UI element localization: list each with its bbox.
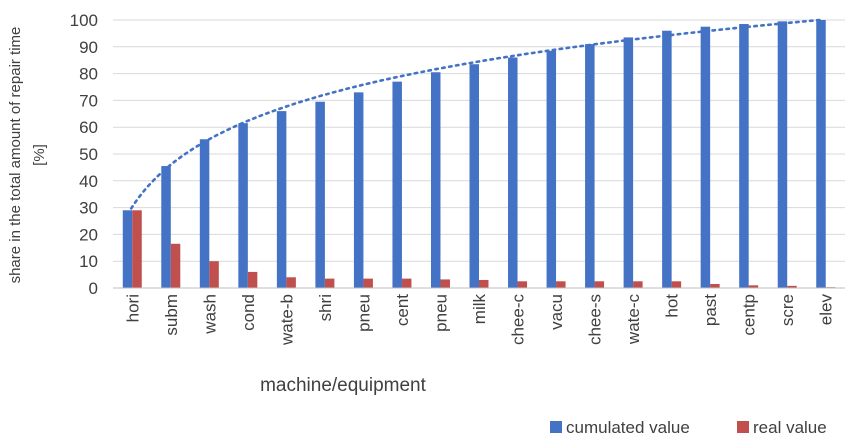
bar-cumulated	[353, 92, 364, 288]
trendline	[126, 18, 823, 216]
y-tick-label: 20	[79, 225, 98, 244]
x-tick-label: subm	[162, 294, 181, 336]
bar-real	[710, 283, 720, 288]
y-tick-label: 70	[79, 91, 98, 110]
x-axis-title: machine/equipment	[260, 375, 427, 396]
bar-cumulated	[739, 24, 749, 289]
y-axis-title-line2: [%]	[31, 144, 48, 166]
bar-real	[286, 277, 296, 288]
legend: cumulated value real value	[550, 418, 827, 437]
y-tick-label: 80	[79, 65, 98, 84]
bar-real	[594, 281, 605, 288]
bar-cumulated	[546, 50, 557, 288]
x-tick-label: milk	[470, 294, 489, 325]
y-tick-label: 40	[79, 172, 98, 191]
bar-cumulated	[238, 123, 248, 289]
bar-real	[556, 281, 566, 288]
bar-cumulated	[161, 166, 171, 288]
bar-real	[363, 278, 373, 288]
x-tick-label: wate-c	[624, 294, 643, 346]
bar-real	[440, 279, 450, 288]
bar-cumulated	[122, 210, 133, 288]
bar-real	[787, 285, 797, 288]
bar-cumulated	[623, 37, 634, 288]
bar-real	[324, 278, 335, 288]
x-tick-label: hori	[123, 294, 142, 322]
bar-cumulated	[469, 64, 479, 288]
legend-label-real: real value	[753, 418, 827, 437]
legend-label-cumulated: cumulated value	[566, 418, 690, 437]
bar-real	[671, 281, 682, 288]
bar-cumulated	[315, 101, 325, 289]
y-axis-title-line1: share in the total amount of repair time	[7, 27, 24, 284]
x-tick-label: cent	[393, 294, 412, 326]
bar-real	[132, 210, 142, 288]
bar-cumulated	[392, 81, 402, 288]
bar-real	[633, 281, 643, 288]
bar-cumulated	[199, 139, 210, 288]
y-tick-label: 50	[79, 145, 98, 164]
bar-real	[170, 243, 181, 288]
x-tick-label: scre	[778, 294, 797, 326]
bar-real	[401, 278, 412, 288]
x-tick-label: chee-c	[509, 294, 528, 346]
x-tick-label: elev	[817, 294, 836, 326]
bar-real	[247, 271, 258, 288]
bar-cumulated	[816, 20, 826, 288]
y-tick-label: 10	[79, 252, 98, 271]
y-tick-label: 0	[89, 279, 98, 298]
x-tick-label: past	[701, 294, 720, 326]
bar-real	[479, 279, 489, 288]
bar-cumulated	[662, 30, 672, 288]
x-tick-label: wash	[200, 294, 219, 335]
x-tick-label: vacu	[547, 294, 566, 330]
bar-cumulated	[585, 44, 595, 289]
bar-cumulated	[430, 72, 441, 288]
x-tick-label: pneu	[432, 294, 451, 332]
y-axis-ticks: 0 10 20 30 40 50 60 70 80 90 100	[70, 11, 98, 298]
bars	[122, 20, 836, 289]
x-axis-ticks: hori subm wash cond wate-b shri pneu cent pneu mi…	[123, 294, 835, 347]
bar-cumulated	[777, 21, 788, 289]
bar-real	[748, 285, 759, 288]
x-tick-label: shri	[316, 294, 335, 321]
legend-swatch-real	[737, 421, 749, 433]
x-tick-label: pneu	[354, 294, 373, 332]
bar-cumulated	[700, 26, 711, 288]
bar-cumulated	[508, 57, 518, 288]
bar-real	[209, 261, 219, 288]
x-tick-label: centp	[740, 294, 759, 336]
y-tick-label: 90	[79, 38, 98, 57]
legend-swatch-cumulated	[550, 421, 562, 433]
y-tick-label: 60	[79, 118, 98, 137]
x-tick-label: hot	[663, 294, 682, 318]
y-tick-label: 30	[79, 199, 98, 218]
x-tick-label: wate-b	[277, 294, 296, 346]
y-tick-label: 100	[70, 11, 98, 30]
x-tick-label: chee-s	[586, 294, 605, 345]
trendline-group	[126, 18, 823, 216]
bar-cumulated	[276, 111, 287, 289]
x-tick-label: cond	[239, 294, 258, 331]
bar-real	[517, 281, 528, 288]
